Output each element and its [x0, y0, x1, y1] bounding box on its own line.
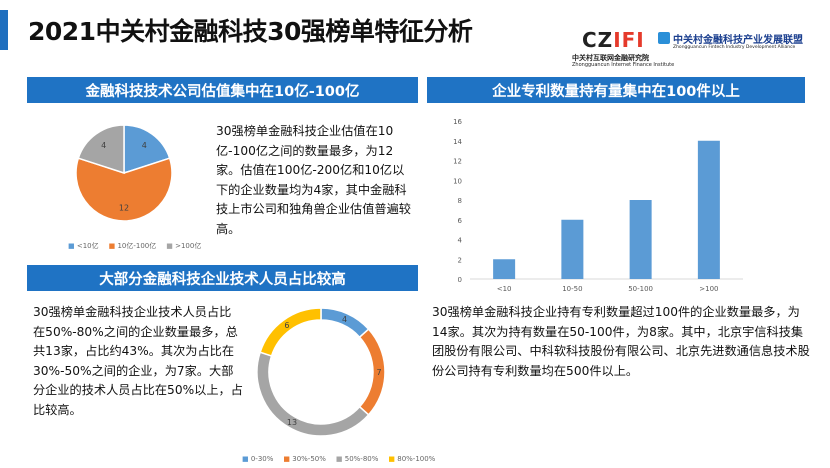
x-tick-label: 50-100	[628, 285, 653, 293]
valuation-legend: <10亿 10亿-100亿 >100亿	[68, 241, 202, 251]
data-label: 13	[287, 418, 297, 427]
section2-text: 30强榜单金融科技企业持有专利数量超过100件的企业数量最多，为14家。其次为持…	[432, 305, 810, 378]
alliance-name-en: Zhongguancun Fintech Industry Developmen…	[673, 45, 796, 50]
patent-bar-chart: 0 2 4 6 8 10 12 14 16 <10 10-50 50-100 >100	[453, 118, 743, 293]
y-tick-label: 10	[453, 177, 462, 185]
title-accent-bar	[0, 10, 8, 50]
valuation-pie-chart: 4 12 4	[75, 124, 173, 222]
legend-item: 0-30%	[242, 455, 274, 463]
legend-item: >100亿	[166, 241, 201, 251]
bar	[561, 219, 584, 279]
alliance-logo-icon	[658, 32, 670, 44]
slice-2	[77, 124, 125, 175]
data-label: 6	[284, 321, 289, 330]
data-label: 4	[101, 141, 106, 150]
legend-item: 80%-100%	[388, 455, 435, 463]
x-tick-label: >100	[699, 285, 718, 293]
data-label: 7	[376, 368, 381, 377]
y-tick-label: 2	[458, 256, 462, 264]
slice-2	[256, 351, 370, 437]
y-tick-label: 14	[453, 138, 462, 146]
page-title: 2021中关村金融科技30强榜单特征分析	[28, 17, 473, 46]
czifi-name-en: Zhongguancun Internet Finance Institute	[572, 62, 675, 68]
section1-header: 金融科技技术公司估值集中在10亿-100亿	[27, 77, 418, 103]
slice-3	[259, 307, 322, 357]
tech-staff-legend: 0-30% 30%-50% 50%-80% 80%-100%	[242, 455, 436, 463]
legend-item: 30%-50%	[283, 455, 326, 463]
legend-item: 10亿-100亿	[109, 241, 156, 251]
data-label: 12	[119, 204, 129, 213]
legend-item: <10亿	[68, 241, 99, 251]
y-tick-label: 16	[453, 118, 462, 126]
y-tick-label: 4	[458, 237, 463, 245]
legend-item: 50%-80%	[336, 455, 379, 463]
y-tick-label: 8	[458, 197, 462, 205]
bar	[629, 200, 652, 279]
section1-text: 30强榜单金融科技企业估值在10亿-100亿之间的数量最多，为12家。估值在10…	[216, 124, 411, 236]
slice-0	[123, 124, 171, 175]
section2-header: 企业专利数量持有量集中在100件以上	[427, 77, 805, 103]
czifi-logo: CZIFI	[582, 28, 645, 52]
alliance-name: 中关村金融科技产业发展联盟	[673, 35, 803, 46]
x-tick-label: 10-50	[562, 285, 582, 293]
slice-1	[75, 157, 173, 222]
tech-staff-donut-chart: 4 7 13 6	[256, 307, 386, 437]
section3-text: 30强榜单金融科技企业技术人员占比在50%-80%之间的企业数量最多，总共13家…	[33, 305, 243, 417]
y-tick-label: 12	[453, 158, 462, 166]
section3-header: 大部分金融科技企业技术人员占比较高	[27, 265, 418, 291]
x-tick-label: <10	[497, 285, 512, 293]
czifi-name: 中关村互联网金融研究院	[572, 54, 649, 62]
bar	[493, 259, 516, 279]
y-tick-label: 0	[458, 276, 462, 284]
bar	[697, 140, 720, 279]
data-label: 4	[342, 315, 347, 324]
y-tick-label: 6	[458, 217, 463, 225]
data-label: 4	[142, 141, 147, 150]
